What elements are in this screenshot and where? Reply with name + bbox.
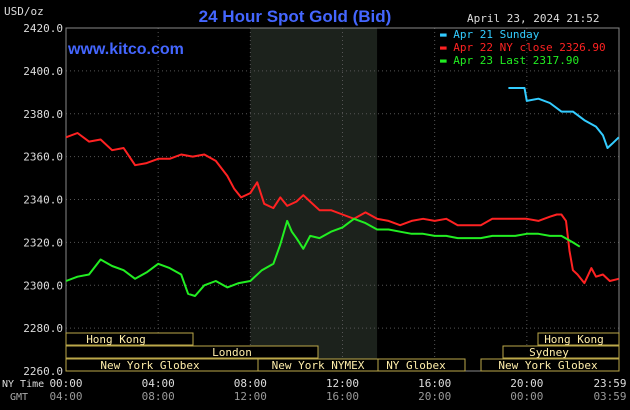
session-label-ny-globex-right: New York Globex [498,359,598,372]
y-tick-label: 2280.0 [23,322,63,335]
session-label-sydney: Sydney [529,346,569,359]
unit-label: USD/oz [4,5,44,18]
brand-logo: www.kitco.com [67,41,184,58]
session-label-ny-nymex: New York NYMEX [272,359,365,372]
x-tick-gmt-label: 08:00 [142,390,175,403]
legend: ▬ Apr 21 Sunday ▬ Apr 22 NY close 2326.9… [440,28,606,67]
y-tick-label: 2380.0 [23,108,63,121]
y-axis-ticks: 2420.0 2400.0 2380.0 2360.0 2340.0 2320.0 2300… [23,22,63,378]
trading-sessions: Hong Kong London New York Globex New York N… [65,332,620,372]
legend-item-apr22: ▬ Apr 22 NY close 2326.90 [440,41,606,54]
gridlines [65,27,620,372]
legend-item-apr23: ▬ Apr 23 Last 2317.90 [440,54,579,67]
x-axis-gmt-label: GMT [10,392,28,403]
session-box-hong-kong-right [537,332,620,346]
session-label-hong-kong-left: Hong Kong [86,333,146,346]
price-series [65,87,620,297]
session-box-hong-kong-left [65,332,194,346]
y-tick-label: 2420.0 [23,22,63,35]
session-box-sydney [502,345,620,359]
series-line-2 [65,217,581,297]
y-tick-label: 2400.0 [23,65,63,78]
x-tick-gmt-label: 20:00 [418,390,451,403]
session-label-ny-globex-left: New York Globex [100,359,200,372]
x-tick-ny-label: 20:00 [510,377,543,390]
y-tick-label: 2320.0 [23,236,63,249]
session-label-hong-kong-right: Hong Kong [544,333,604,346]
x-tick-gmt-label: 03:59 [593,390,626,403]
x-tick-ny-label: 16:00 [418,377,451,390]
x-tick-gmt-label: 12:00 [234,390,267,403]
x-tick-gmt-label: 04:00 [49,390,82,403]
x-axis-ticks: 00:00 04:00 08:00 12:00 16:00 20:00 23:5904:00… [49,377,626,403]
x-tick-ny-label: 00:00 [49,377,82,390]
x-axis-ny-label: NY Time [2,379,44,390]
y-tick-label: 2260.0 [23,365,63,378]
timestamp: April 23, 2024 21:52 [467,12,599,25]
session-box-ny-globex-right [480,358,620,372]
y-tick-label: 2360.0 [23,151,63,164]
legend-item-apr21: ▬ Apr 21 Sunday [440,28,540,41]
session-box-london [65,345,319,359]
x-tick-ny-label: 12:00 [326,377,359,390]
x-tick-ny-label: 23:59 [593,377,626,390]
session-label-ny-globex-mid: NY Globex [386,359,446,372]
session-box-ny-globex-mid [377,358,466,372]
x-tick-gmt-label: 00:00 [510,390,543,403]
x-tick-ny-label: 08:00 [234,377,267,390]
x-tick-ny-label: 04:00 [142,377,175,390]
chart-title: 24 Hour Spot Gold (Bid) [199,7,392,26]
y-tick-label: 2300.0 [23,279,63,292]
x-tick-gmt-label: 16:00 [326,390,359,403]
nymex-session-shade [250,28,378,371]
session-label-london: London [212,346,252,359]
y-tick-label: 2340.0 [23,194,63,207]
series-line-0 [508,87,620,149]
